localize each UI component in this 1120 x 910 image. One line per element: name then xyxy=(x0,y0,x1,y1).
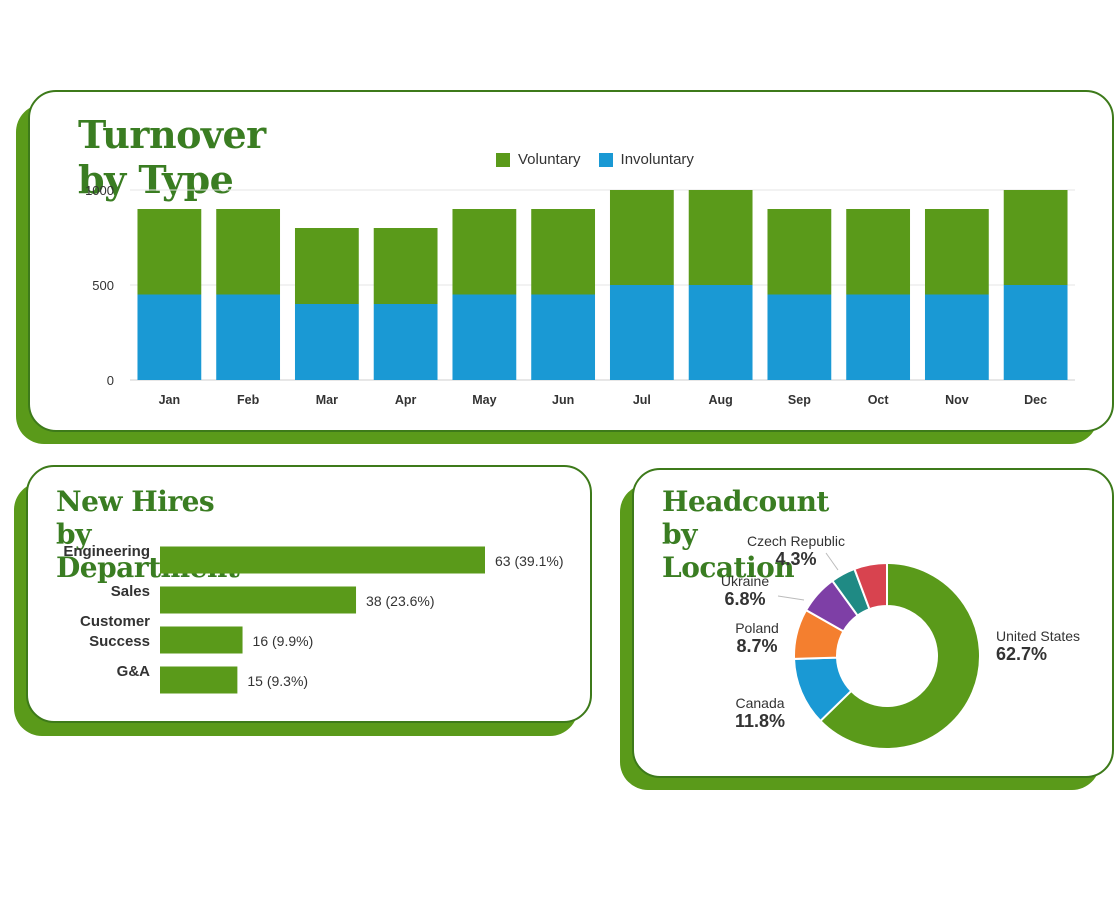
headcount-title: Headcount by Location xyxy=(662,485,829,584)
donut-slice-other xyxy=(853,561,888,611)
legend-item-voluntary: Voluntary xyxy=(496,151,581,168)
hires-category-label: Customer Success xyxy=(80,613,150,650)
bar-involuntary-apr xyxy=(373,304,438,380)
x-tick-label: Feb xyxy=(237,393,260,407)
bar-involuntary-nov xyxy=(924,294,989,380)
hires-bar-4 xyxy=(160,666,238,694)
bar-voluntary-aug xyxy=(688,190,753,285)
bar-voluntary-dec xyxy=(1003,190,1068,285)
hires-category-label: Sales xyxy=(111,583,150,600)
x-tick-label: Mar xyxy=(316,393,338,407)
donut-leader-line xyxy=(777,595,805,601)
x-tick-label: May xyxy=(472,393,496,407)
legend-label-involuntary: Involuntary xyxy=(620,151,694,168)
donut-slice-united-states xyxy=(819,561,981,750)
x-tick-label: Jun xyxy=(552,393,574,407)
hires-chart: 63 (39.1%) Engineering 38 (23.6%) Sales 16 (… xyxy=(63,543,563,694)
donut-label: Canada xyxy=(735,695,784,711)
x-tick-label: Oct xyxy=(868,393,890,407)
turnover-title: Turnover by Type xyxy=(78,112,266,202)
donut-label: Poland xyxy=(735,620,779,636)
hires-data-label: 15 (9.3%) xyxy=(247,673,308,689)
x-tick-label: Jul xyxy=(633,393,651,407)
bar-voluntary-sep xyxy=(767,209,832,295)
bar-voluntary-jan xyxy=(137,209,202,295)
donut-percent-label: 11.8% xyxy=(735,711,785,731)
x-tick-label: Dec xyxy=(1024,393,1047,407)
x-tick-label: Nov xyxy=(945,393,969,407)
bar-involuntary-jun xyxy=(531,294,596,380)
donut-percent-label: 8.7% xyxy=(736,636,777,656)
bar-involuntary-aug xyxy=(688,285,753,380)
hires-category-label: G&A xyxy=(117,663,151,680)
y-tick-label: 500 xyxy=(92,278,114,293)
hires-bar-1 xyxy=(160,546,485,574)
x-tick-label: Aug xyxy=(708,393,732,407)
hires-data-label: 16 (9.9%) xyxy=(253,633,314,649)
bar-involuntary-dec xyxy=(1003,285,1068,380)
hires-bar-2 xyxy=(160,586,357,614)
legend-swatch-voluntary xyxy=(496,152,510,167)
bar-voluntary-jul xyxy=(609,190,674,285)
bar-involuntary-jan xyxy=(137,294,202,380)
bar-involuntary-oct xyxy=(846,294,911,380)
donut-percent-label: 62.7% xyxy=(996,644,1047,664)
bar-voluntary-nov xyxy=(924,209,989,295)
donut-label: Ukraine xyxy=(721,573,769,589)
bar-involuntary-mar xyxy=(294,304,359,380)
turnover-chart: 0 500 1000 Jan Feb Mar Apr May Jun Jul Aug Sep Oct No… xyxy=(85,183,1075,407)
bar-involuntary-feb xyxy=(216,294,281,380)
donut-label: United States xyxy=(996,628,1080,644)
bar-voluntary-jun xyxy=(531,209,596,295)
legend-label-voluntary: Voluntary xyxy=(518,151,581,168)
x-tick-label: Apr xyxy=(395,393,417,407)
bar-voluntary-apr xyxy=(373,228,438,304)
donut-percent-label: 4.3% xyxy=(775,549,816,569)
bar-voluntary-oct xyxy=(846,209,911,295)
bar-involuntary-sep xyxy=(767,294,832,380)
turnover-legend: Voluntary Involuntary xyxy=(496,151,694,168)
y-tick-label: 1000 xyxy=(85,183,114,198)
donut-leader-line xyxy=(825,552,839,571)
bar-involuntary-jul xyxy=(609,285,674,380)
hires-data-label: 63 (39.1%) xyxy=(495,553,563,569)
y-tick-label: 0 xyxy=(107,373,114,388)
donut-label: Czech Republic xyxy=(747,533,845,549)
donut-percent-label: 6.8% xyxy=(724,589,765,609)
bar-voluntary-mar xyxy=(294,228,359,304)
legend-item-involuntary: Involuntary xyxy=(598,151,694,168)
hires-category-label: Engineering xyxy=(63,543,150,560)
x-tick-label: Sep xyxy=(788,393,811,407)
legend-swatch-involuntary xyxy=(598,152,613,167)
bar-involuntary-may xyxy=(452,294,517,380)
hires-bar-3 xyxy=(160,626,243,654)
bar-voluntary-feb xyxy=(216,209,281,295)
bar-voluntary-may xyxy=(452,209,517,295)
x-tick-label: Jan xyxy=(159,393,181,407)
hires-data-label: 38 (23.6%) xyxy=(366,593,434,609)
